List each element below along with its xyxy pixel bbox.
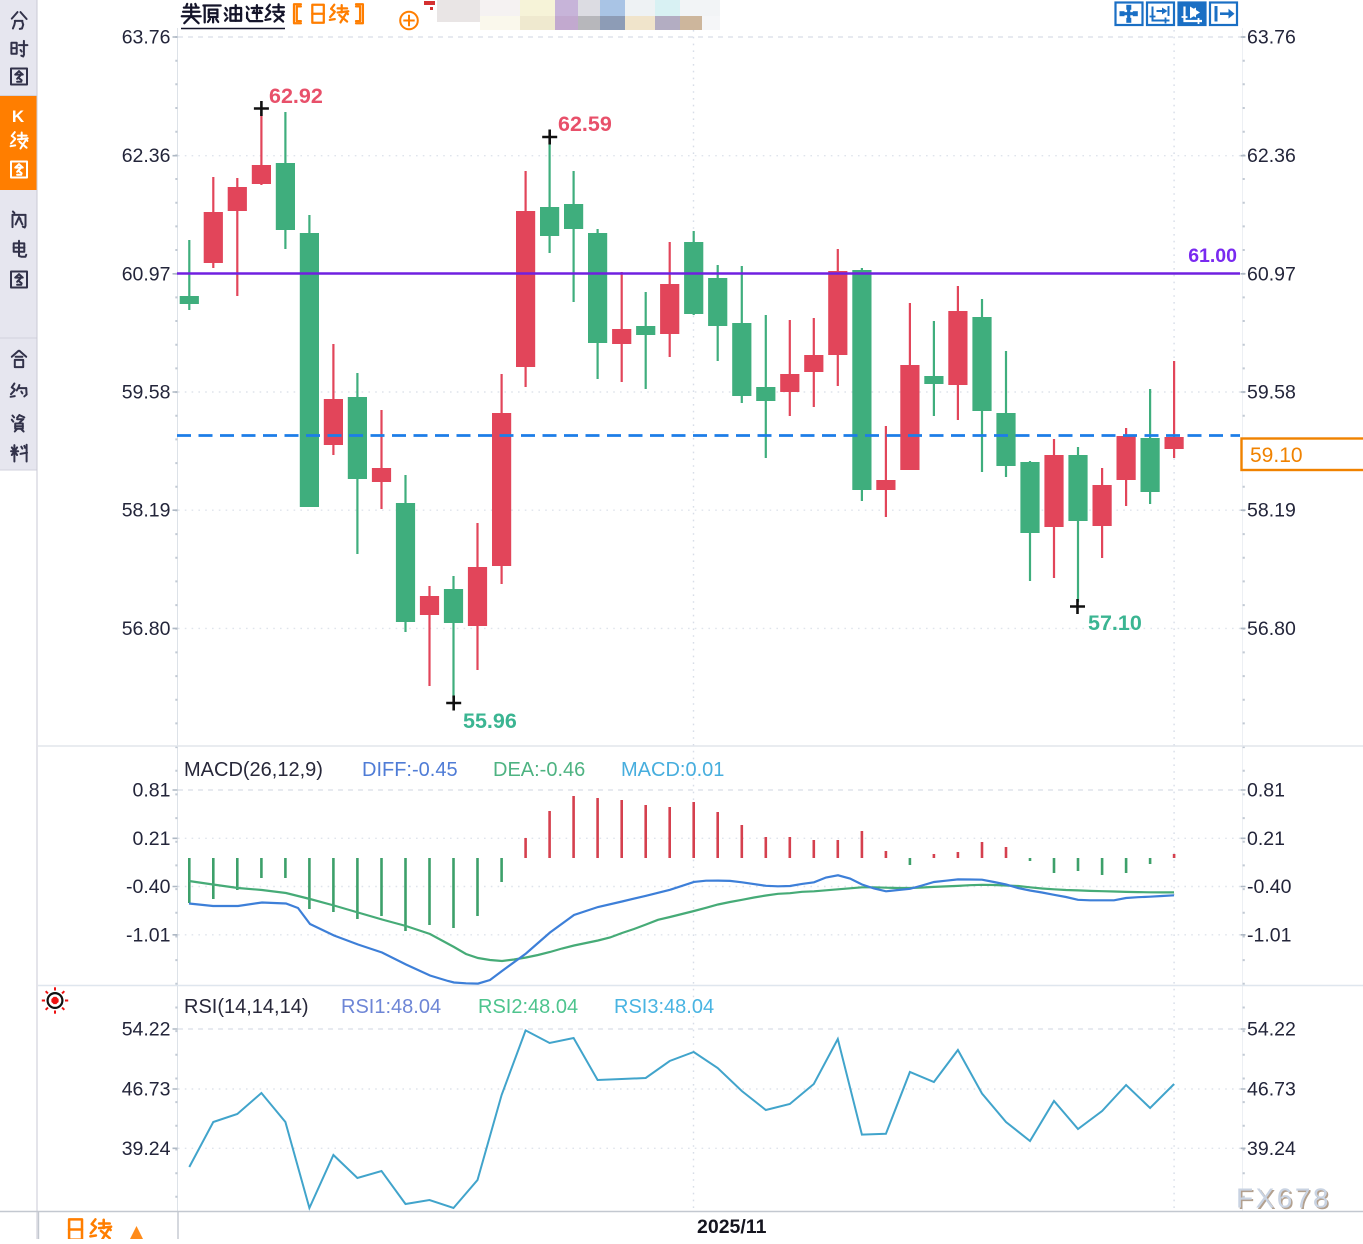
svg-text:62.36: 62.36 [1247, 145, 1296, 167]
svg-text:-0.40: -0.40 [126, 876, 171, 898]
svg-text:62.59: 62.59 [558, 112, 612, 136]
svg-text:62.92: 62.92 [269, 84, 323, 108]
svg-text:59.58: 59.58 [122, 382, 171, 404]
svg-text:MACD(26,12,9): MACD(26,12,9) [184, 759, 323, 781]
svg-text:39.24: 39.24 [122, 1138, 171, 1160]
svg-text:46.73: 46.73 [1247, 1079, 1296, 1101]
svg-text:59.10: 59.10 [1250, 444, 1303, 467]
svg-text:0.81: 0.81 [133, 780, 171, 802]
svg-text:-0.40: -0.40 [1247, 876, 1292, 898]
svg-text:FX678: FX678 [1236, 1183, 1331, 1214]
svg-text:RSI2:48.04: RSI2:48.04 [478, 996, 578, 1018]
svg-text:39.24: 39.24 [1247, 1138, 1296, 1160]
svg-text:46.73: 46.73 [122, 1079, 171, 1101]
svg-text:57.10: 57.10 [1088, 611, 1142, 635]
svg-text:RSI(14,14,14): RSI(14,14,14) [184, 996, 309, 1018]
svg-text:54.22: 54.22 [122, 1019, 171, 1041]
svg-text:62.36: 62.36 [122, 145, 171, 167]
svg-text:61.00: 61.00 [1188, 245, 1237, 267]
svg-text:RSI1:48.04: RSI1:48.04 [341, 996, 441, 1018]
svg-text:58.19: 58.19 [1247, 500, 1296, 522]
svg-text:-1.01: -1.01 [1247, 924, 1291, 946]
svg-text:60.97: 60.97 [122, 263, 171, 285]
svg-text:K: K [12, 107, 25, 126]
svg-text:-1.01: -1.01 [126, 924, 170, 946]
svg-text:0.21: 0.21 [1247, 828, 1285, 850]
svg-text:0.21: 0.21 [133, 828, 171, 850]
svg-text:63.76: 63.76 [122, 27, 171, 49]
svg-text:55.96: 55.96 [463, 709, 517, 733]
svg-text:60.97: 60.97 [1247, 263, 1296, 285]
svg-text:DIFF:-0.45: DIFF:-0.45 [362, 759, 458, 781]
svg-text:58.19: 58.19 [122, 500, 171, 522]
svg-text:59.58: 59.58 [1247, 382, 1296, 404]
svg-text:RSI3:48.04: RSI3:48.04 [614, 996, 714, 1018]
svg-text:MACD:0.01: MACD:0.01 [621, 759, 724, 781]
svg-text:56.80: 56.80 [122, 618, 171, 640]
svg-text:2025/11: 2025/11 [697, 1216, 767, 1238]
svg-text:56.80: 56.80 [1247, 618, 1296, 640]
svg-text:54.22: 54.22 [1247, 1019, 1296, 1041]
svg-text:DEA:-0.46: DEA:-0.46 [493, 759, 585, 781]
svg-text:63.76: 63.76 [1247, 27, 1296, 49]
svg-text:0.81: 0.81 [1247, 780, 1285, 802]
